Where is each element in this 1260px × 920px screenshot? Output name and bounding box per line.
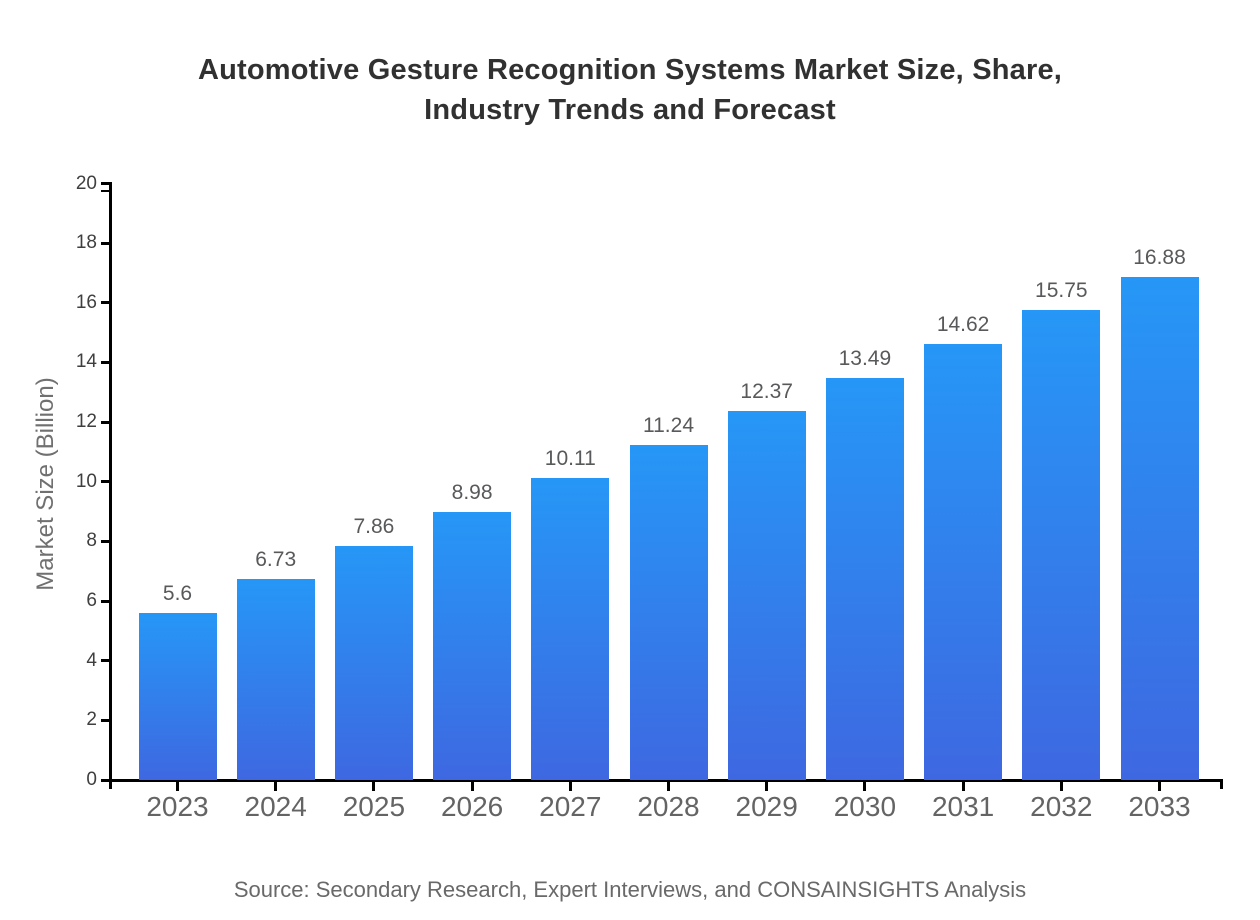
bar-value-label: 14.62 <box>936 312 990 336</box>
bar-value-label: 6.73 <box>255 548 297 572</box>
x-tick-label: 2027 <box>539 791 602 822</box>
x-tick-mark <box>863 781 867 791</box>
bar-2030 <box>825 377 904 780</box>
source-attribution: Source: Secondary Research, Expert Inter… <box>233 877 1027 902</box>
bar-2032 <box>1022 310 1101 780</box>
x-tick-label: 2024 <box>244 791 307 822</box>
y-tick-mark <box>101 420 110 424</box>
bar-2025 <box>334 545 413 780</box>
bar-value-label: 13.49 <box>838 346 892 370</box>
y-tick-mark <box>101 778 110 782</box>
bar-2029 <box>727 411 806 780</box>
y-tick-label: 14 <box>75 351 97 373</box>
x-tick-mark <box>667 781 670 791</box>
bar-2024 <box>236 579 315 780</box>
chart-title-line-1: Automotive Gesture Recognition Systems M… <box>197 54 1063 86</box>
x-tick-mark <box>961 781 965 791</box>
x-tick-label: 2032 <box>1030 791 1093 822</box>
y-tick-mark <box>101 182 110 185</box>
x-tick-label: 2026 <box>440 791 504 822</box>
bar-2033 <box>1120 276 1199 780</box>
bar-2023 <box>138 612 217 780</box>
bar-value-label: 7.86 <box>353 514 395 538</box>
bar-2031 <box>924 343 1003 780</box>
x-tick-mark <box>1158 781 1161 791</box>
y-tick-mark <box>101 718 110 722</box>
x-axis-end-cap <box>1219 778 1223 789</box>
x-tick-mark <box>1059 781 1063 791</box>
bar-2028 <box>629 444 708 780</box>
x-tick-label: 2023 <box>146 791 209 822</box>
x-tick-label: 2028 <box>637 791 700 822</box>
y-tick-label: 0 <box>86 769 97 790</box>
y-tick-mark <box>101 360 110 364</box>
x-tick-label: 2030 <box>833 791 897 822</box>
bar-value-label: 8.98 <box>451 481 493 505</box>
y-tick-label: 8 <box>86 530 97 552</box>
y-tick-mark <box>101 659 110 663</box>
bar-value-label: 12.37 <box>740 380 793 404</box>
y-tick-mark <box>101 480 110 484</box>
y-tick-label: 16 <box>75 291 97 313</box>
bar-2026 <box>433 512 512 780</box>
x-tick-mark <box>176 781 179 791</box>
y-tick-label: 18 <box>75 232 97 254</box>
y-tick-mark <box>101 241 110 245</box>
y-tick-label: 20 <box>75 172 97 194</box>
y-tick-mark <box>101 539 110 543</box>
y-tick-label: 10 <box>75 470 97 492</box>
x-tick-mark <box>372 781 376 791</box>
y-tick-label: 4 <box>86 649 97 671</box>
y-axis-line <box>108 182 112 789</box>
x-tick-label: 2031 <box>931 791 995 822</box>
bar-value-label: 5.6 <box>162 581 193 605</box>
x-tick-label: 2029 <box>735 791 798 822</box>
y-tick-label: 12 <box>75 411 97 433</box>
y-tick-mark <box>101 301 110 305</box>
x-tick-mark <box>274 781 278 791</box>
y-tick-mark <box>101 599 110 603</box>
bar-value-label: 15.75 <box>1035 279 1088 303</box>
x-tick-mark <box>470 781 474 791</box>
x-tick-label: 2033 <box>1128 791 1191 822</box>
x-tick-mark <box>568 781 572 791</box>
chart-title: Automotive Gesture Recognition Systems M… <box>70 50 1190 130</box>
chart-title-line-2: Industry Trends and Forecast <box>424 94 836 126</box>
bar-2027 <box>531 478 610 780</box>
x-tick-mark <box>765 781 769 791</box>
x-axis-line <box>108 778 1223 782</box>
bar-value-label: 16.88 <box>1133 245 1186 269</box>
y-tick-label: 2 <box>86 709 97 731</box>
y-axis-top-cap <box>101 189 109 192</box>
bar-value-label: 11.24 <box>643 413 694 437</box>
x-tick-label: 2025 <box>342 791 406 822</box>
bar-value-label: 10.11 <box>544 447 596 471</box>
y-tick-label: 6 <box>86 590 97 612</box>
